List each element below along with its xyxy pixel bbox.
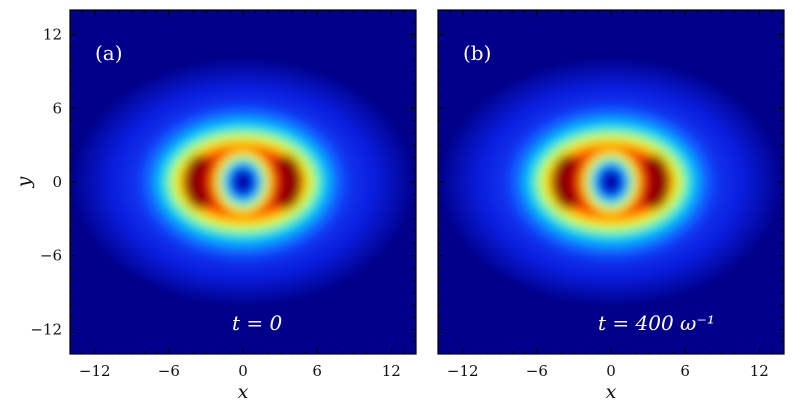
x-tick-label: 0 bbox=[606, 362, 616, 380]
x-tick-label: 6 bbox=[680, 362, 690, 380]
panel-b-density bbox=[438, 57, 784, 307]
y-tick-label: −6 bbox=[40, 247, 62, 265]
density-core bbox=[604, 175, 618, 189]
density-core bbox=[236, 175, 250, 189]
panel-b-label: (b) bbox=[463, 41, 491, 65]
panel-a-time-annotation: t = 0 bbox=[232, 311, 283, 335]
panel-a-density bbox=[70, 57, 416, 307]
panel-a-ylabel: y bbox=[13, 176, 35, 188]
panel-a-frame bbox=[69, 9, 417, 355]
panel-a: −12 −6 0 6 12 −12 −6 0 6 12 (a) t = 0 x y bbox=[13, 9, 417, 400]
x-tick-label: 12 bbox=[382, 362, 401, 380]
y-tick-label: 0 bbox=[52, 173, 62, 191]
panel-a-xlabel: x bbox=[238, 381, 249, 400]
x-tick-label: −12 bbox=[79, 362, 111, 380]
panel-b-frame bbox=[437, 9, 785, 355]
x-tick-label: 0 bbox=[238, 362, 248, 380]
y-tick-label: −12 bbox=[30, 320, 62, 338]
x-tick-label: 6 bbox=[312, 362, 322, 380]
y-tick-label: 12 bbox=[43, 26, 62, 44]
panel-b-time-annotation: t = 400 ω⁻¹ bbox=[598, 311, 715, 335]
panel-b-xlabel: x bbox=[606, 381, 617, 400]
panel-b: −12 −6 0 6 12 (b) t = 400 ω⁻¹ x bbox=[437, 9, 785, 400]
x-tick-label: 12 bbox=[750, 362, 769, 380]
x-tick-label: −12 bbox=[447, 362, 479, 380]
y-tick-label: 6 bbox=[52, 99, 62, 117]
panel-a-label: (a) bbox=[95, 41, 123, 65]
x-tick-label: −6 bbox=[158, 362, 180, 380]
x-tick-label: −6 bbox=[526, 362, 548, 380]
panel-a-ticks: −12 −6 0 6 12 −12 −6 0 6 12 bbox=[30, 9, 417, 380]
